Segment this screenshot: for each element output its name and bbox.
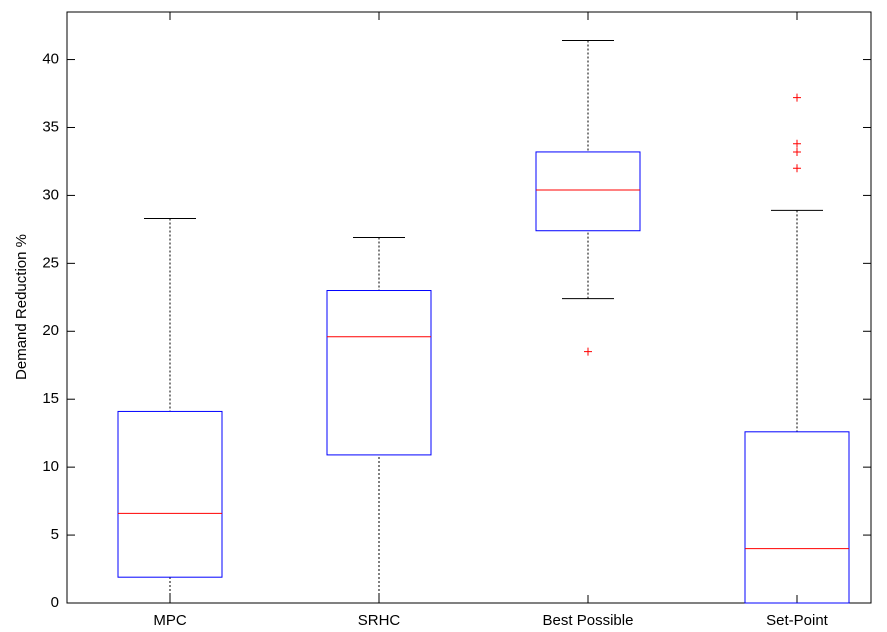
outlier <box>793 164 801 173</box>
y-tick-label: 20 <box>42 322 59 339</box>
box <box>117 410 223 578</box>
x-tick-label: MPC <box>153 612 187 629</box>
box <box>326 290 432 456</box>
x-tick-label: Set-Point <box>766 612 829 629</box>
box <box>535 151 641 232</box>
outlier <box>793 147 801 156</box>
y-tick-label: 35 <box>42 118 59 135</box>
y-axis-label: Demand Reduction % <box>13 234 30 380</box>
outlier <box>584 347 592 356</box>
y-tick-label: 10 <box>42 458 59 475</box>
y-tick-label: 0 <box>51 594 59 611</box>
y-tick-label: 15 <box>42 390 59 407</box>
y-tick-label: 5 <box>51 526 59 543</box>
y-tick-label: 30 <box>42 186 59 203</box>
y-tick-label: 40 <box>42 51 59 68</box>
outlier <box>793 93 801 102</box>
plot-frame <box>66 11 872 604</box>
outlier <box>793 139 801 148</box>
x-tick-label: Best Possible <box>543 612 634 629</box>
box <box>744 431 850 604</box>
x-tick-label: SRHC <box>358 612 401 629</box>
y-tick-label: 25 <box>42 254 59 271</box>
